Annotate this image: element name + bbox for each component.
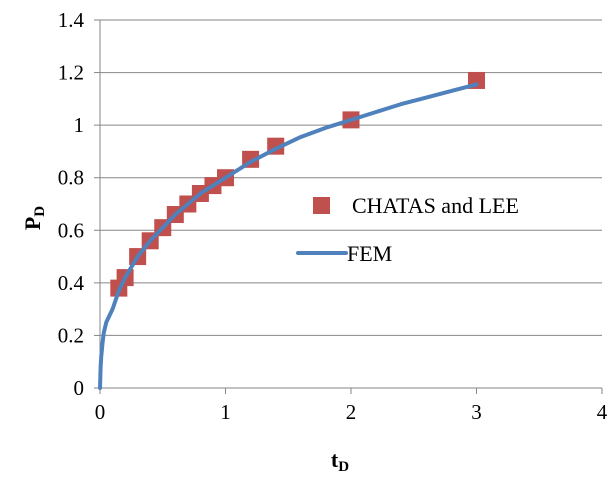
legend-label-fem: FEM [347,241,392,266]
series-layer [98,71,485,390]
ticks-layer: 0 0.2 0.4 0.6 0.8 1 1.2 1.4 0 1 2 3 4 [58,8,608,424]
x-tick-label: 4 [597,400,608,424]
grid-layer [100,19,602,389]
axis-titles: tD PD [20,206,349,475]
y-tick-label: 1.4 [58,8,85,32]
legend: CHATAS and LEE FEM [296,193,519,266]
y-tick-label: 1 [74,113,85,137]
y-tick-label: 0.8 [58,166,84,190]
x-tick-label: 1 [220,400,231,424]
x-tick-label: 3 [471,400,482,424]
x-axis-title: tD [331,447,349,473]
x-tick-label: 2 [346,400,357,424]
legend-marker-chatas-and-lee [313,197,330,214]
y-tick-label: 1.2 [58,61,84,85]
series-line-fem [98,82,479,390]
y-tick-label: 0.2 [58,323,84,347]
axes-layer [99,20,602,389]
x-tick-label: 0 [95,400,106,424]
y-tick-label: 0 [74,376,85,400]
y-axis-title: PD [20,206,48,230]
legend-label-chatas-and-lee: CHATAS and LEE [352,193,519,218]
y-tick-label: 0.6 [58,218,84,242]
y-tick-label: 0.4 [58,271,85,295]
